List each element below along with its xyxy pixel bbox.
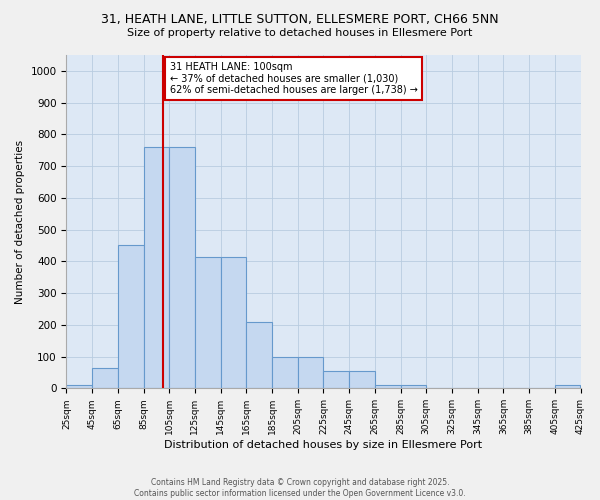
Y-axis label: Number of detached properties: Number of detached properties bbox=[15, 140, 25, 304]
Bar bbox=[67, 385, 92, 388]
Bar bbox=[323, 371, 349, 388]
Bar bbox=[169, 147, 195, 388]
Bar bbox=[375, 385, 401, 388]
Text: Size of property relative to detached houses in Ellesmere Port: Size of property relative to detached ho… bbox=[127, 28, 473, 38]
Text: Contains HM Land Registry data © Crown copyright and database right 2025.
Contai: Contains HM Land Registry data © Crown c… bbox=[134, 478, 466, 498]
Bar bbox=[221, 256, 247, 388]
Bar bbox=[272, 356, 298, 388]
Bar bbox=[401, 385, 426, 388]
Bar bbox=[118, 246, 143, 388]
Text: 31 HEATH LANE: 100sqm
← 37% of detached houses are smaller (1,030)
62% of semi-d: 31 HEATH LANE: 100sqm ← 37% of detached … bbox=[170, 62, 418, 95]
Bar bbox=[349, 371, 375, 388]
X-axis label: Distribution of detached houses by size in Ellesmere Port: Distribution of detached houses by size … bbox=[164, 440, 482, 450]
Bar bbox=[143, 147, 169, 388]
Bar bbox=[247, 322, 272, 388]
Text: 31, HEATH LANE, LITTLE SUTTON, ELLESMERE PORT, CH66 5NN: 31, HEATH LANE, LITTLE SUTTON, ELLESMERE… bbox=[101, 12, 499, 26]
Bar bbox=[555, 385, 580, 388]
Bar bbox=[195, 256, 221, 388]
Bar bbox=[92, 368, 118, 388]
Bar bbox=[298, 356, 323, 388]
